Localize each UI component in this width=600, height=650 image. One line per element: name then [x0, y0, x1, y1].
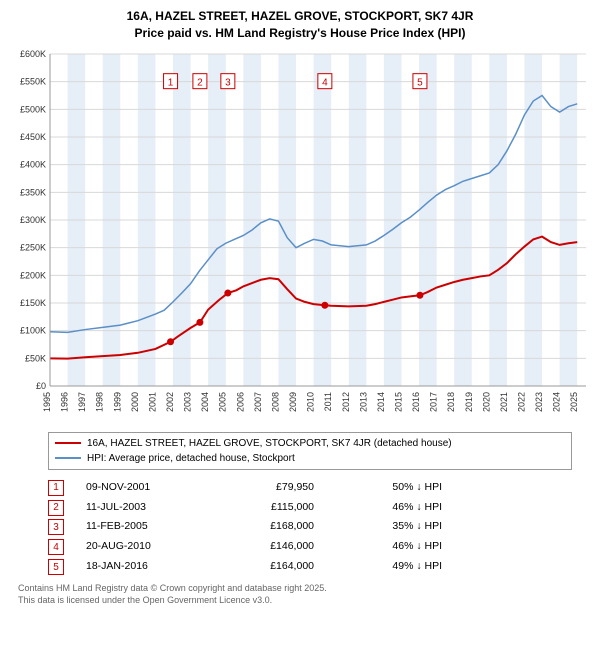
- svg-text:2017: 2017: [429, 392, 439, 412]
- legend-label-1: 16A, HAZEL STREET, HAZEL GROVE, STOCKPOR…: [87, 436, 452, 451]
- svg-text:2014: 2014: [376, 392, 386, 412]
- transaction-date: 09-NOV-2001: [86, 478, 196, 498]
- svg-text:£450K: £450K: [20, 132, 46, 142]
- transaction-price: £115,000: [204, 498, 314, 518]
- svg-text:£150K: £150K: [20, 298, 46, 308]
- svg-text:1999: 1999: [112, 392, 122, 412]
- svg-text:2023: 2023: [534, 392, 544, 412]
- transaction-price: £146,000: [204, 537, 314, 557]
- legend-swatch-2: [55, 457, 81, 459]
- svg-text:£200K: £200K: [20, 270, 46, 280]
- svg-text:2021: 2021: [499, 392, 509, 412]
- svg-text:5: 5: [417, 77, 423, 88]
- svg-text:2025: 2025: [569, 392, 579, 412]
- svg-text:1995: 1995: [42, 392, 52, 412]
- svg-text:2008: 2008: [270, 392, 280, 412]
- svg-text:1998: 1998: [95, 392, 105, 412]
- svg-text:£400K: £400K: [20, 159, 46, 169]
- transaction-diff: 46% ↓ HPI: [322, 537, 442, 557]
- svg-text:2010: 2010: [306, 392, 316, 412]
- footer-line-1: Contains HM Land Registry data © Crown c…: [18, 583, 582, 595]
- transaction-marker: 1: [48, 480, 64, 496]
- svg-text:2001: 2001: [147, 392, 157, 412]
- transaction-price: £168,000: [204, 517, 314, 537]
- svg-text:2007: 2007: [253, 392, 263, 412]
- legend-label-2: HPI: Average price, detached house, Stoc…: [87, 451, 295, 466]
- svg-text:£50K: £50K: [25, 353, 46, 363]
- title-line-1: 16A, HAZEL STREET, HAZEL GROVE, STOCKPOR…: [8, 8, 592, 25]
- legend-series-2: HPI: Average price, detached house, Stoc…: [55, 451, 565, 466]
- svg-text:2020: 2020: [481, 392, 491, 412]
- svg-text:2004: 2004: [200, 392, 210, 412]
- svg-text:£600K: £600K: [20, 49, 46, 59]
- legend-swatch-1: [55, 442, 81, 444]
- transaction-date: 11-JUL-2003: [86, 498, 196, 518]
- transaction-date: 20-AUG-2010: [86, 537, 196, 557]
- svg-text:£350K: £350K: [20, 187, 46, 197]
- transaction-diff: 50% ↓ HPI: [322, 478, 442, 498]
- svg-text:2003: 2003: [183, 392, 193, 412]
- transaction-marker: 4: [48, 539, 64, 555]
- svg-text:2005: 2005: [218, 392, 228, 412]
- svg-text:2012: 2012: [341, 392, 351, 412]
- svg-text:2011: 2011: [323, 392, 333, 411]
- svg-text:2022: 2022: [516, 392, 526, 412]
- legend: 16A, HAZEL STREET, HAZEL GROVE, STOCKPOR…: [48, 432, 572, 470]
- svg-text:2015: 2015: [393, 392, 403, 412]
- svg-text:1996: 1996: [60, 392, 70, 412]
- chart-plot: £0 £50K £100K £150K £200K £250K £300K £350K £400…: [8, 46, 592, 426]
- transaction-marker: 3: [48, 519, 64, 535]
- svg-text:1: 1: [168, 77, 174, 88]
- transaction-row: 4 20-AUG-2010 £146,000 46% ↓ HPI: [48, 537, 572, 557]
- svg-text:2013: 2013: [358, 392, 368, 412]
- svg-text:2000: 2000: [130, 392, 140, 412]
- svg-text:2: 2: [197, 77, 203, 88]
- svg-text:2024: 2024: [552, 392, 562, 412]
- transaction-diff: 49% ↓ HPI: [322, 557, 442, 577]
- chart-title: 16A, HAZEL STREET, HAZEL GROVE, STOCKPOR…: [8, 8, 592, 42]
- transaction-row: 3 11-FEB-2005 £168,000 35% ↓ HPI: [48, 517, 572, 537]
- svg-text:3: 3: [225, 77, 231, 88]
- svg-text:2018: 2018: [446, 392, 456, 412]
- footer-attribution: Contains HM Land Registry data © Crown c…: [18, 583, 582, 606]
- transaction-date: 18-JAN-2016: [86, 557, 196, 577]
- legend-series-1: 16A, HAZEL STREET, HAZEL GROVE, STOCKPOR…: [55, 436, 565, 451]
- transaction-diff: 35% ↓ HPI: [322, 517, 442, 537]
- svg-text:2009: 2009: [288, 392, 298, 412]
- footer-line-2: This data is licensed under the Open Gov…: [18, 595, 582, 607]
- svg-text:2002: 2002: [165, 392, 175, 412]
- svg-text:£300K: £300K: [20, 215, 46, 225]
- svg-text:£100K: £100K: [20, 325, 46, 335]
- transaction-row: 1 09-NOV-2001 £79,950 50% ↓ HPI: [48, 478, 572, 498]
- transactions-table: 1 09-NOV-2001 £79,950 50% ↓ HPI 2 11-JUL-2003…: [48, 478, 572, 578]
- transaction-marker: 5: [48, 559, 64, 575]
- svg-text:£500K: £500K: [20, 104, 46, 114]
- chart-svg: £0 £50K £100K £150K £200K £250K £300K £350K £400…: [8, 46, 592, 426]
- transaction-marker: 2: [48, 500, 64, 516]
- svg-text:£550K: £550K: [20, 76, 46, 86]
- svg-text:2016: 2016: [411, 392, 421, 412]
- transaction-diff: 46% ↓ HPI: [322, 498, 442, 518]
- transaction-date: 11-FEB-2005: [86, 517, 196, 537]
- svg-text:2019: 2019: [464, 392, 474, 412]
- transaction-row: 5 18-JAN-2016 £164,000 49% ↓ HPI: [48, 557, 572, 577]
- transaction-price: £79,950: [204, 478, 314, 498]
- svg-text:1997: 1997: [77, 392, 87, 412]
- chart-container: 16A, HAZEL STREET, HAZEL GROVE, STOCKPOR…: [0, 0, 600, 611]
- svg-text:£0: £0: [36, 381, 46, 391]
- title-line-2: Price paid vs. HM Land Registry's House …: [8, 25, 592, 42]
- svg-text:£250K: £250K: [20, 242, 46, 252]
- svg-text:2006: 2006: [235, 392, 245, 412]
- transaction-row: 2 11-JUL-2003 £115,000 46% ↓ HPI: [48, 498, 572, 518]
- svg-text:4: 4: [322, 77, 328, 88]
- transaction-price: £164,000: [204, 557, 314, 577]
